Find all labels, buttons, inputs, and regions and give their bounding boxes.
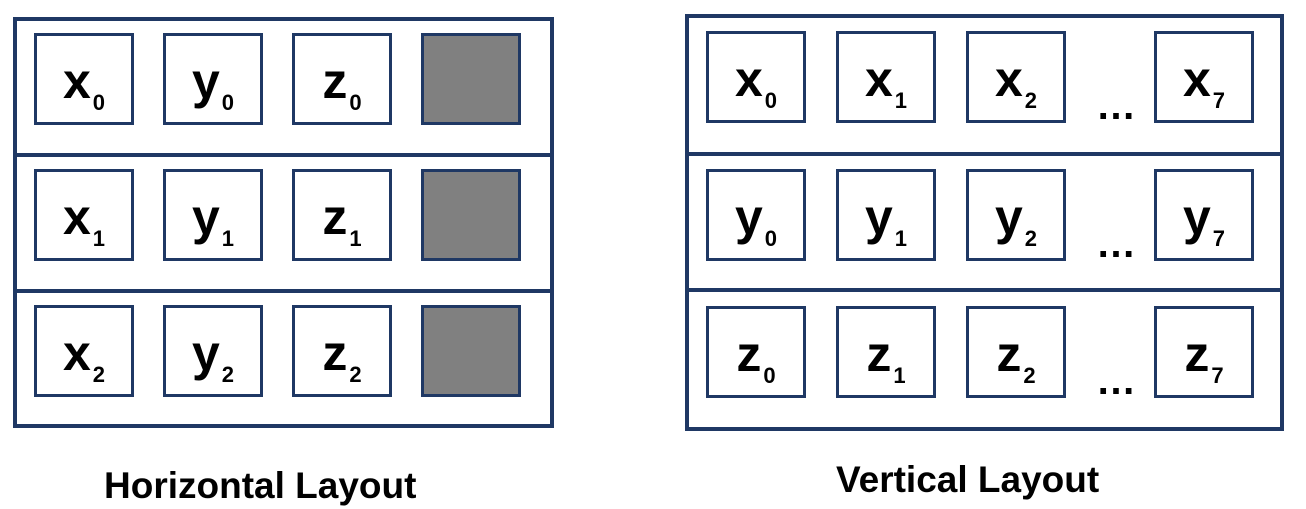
cell-z2: z2 [966, 306, 1066, 398]
cell-x2: x2 [966, 31, 1066, 123]
cell-y2: y2 [163, 305, 263, 397]
cell-x2: x2 [34, 305, 134, 397]
cell-y2: y2 [966, 169, 1066, 261]
cell-z0: z0 [292, 33, 392, 125]
cell-x1: x1 [836, 31, 936, 123]
padding-cell [421, 169, 521, 261]
cell-x0: x0 [34, 33, 134, 125]
padding-cell [421, 305, 521, 397]
cell-z1: z1 [292, 169, 392, 261]
cell-y0: y0 [163, 33, 263, 125]
row-divider [17, 289, 550, 293]
vertical-layout-panel: x0 x1 x2 … x7 y0 y1 y2 … y7 z0 z1 z2 … z… [685, 14, 1284, 431]
cell-z1: z1 [836, 306, 936, 398]
horizontal-layout-panel: x0 y0 z0 x1 y1 z1 x2 y2 z2 [13, 17, 554, 428]
row-divider [689, 152, 1280, 156]
vertical-layout-caption: Vertical Layout [836, 459, 1100, 500]
cell-x0: x0 [706, 31, 806, 123]
cell-y0: y0 [706, 169, 806, 261]
cell-z7: z7 [1154, 306, 1254, 398]
cell-y7: y7 [1154, 169, 1254, 261]
cell-z0: z0 [706, 306, 806, 398]
cell-y1: y1 [836, 169, 936, 261]
cell-x1: x1 [34, 169, 134, 261]
cell-x7: x7 [1154, 31, 1254, 123]
ellipsis: … [1096, 359, 1138, 403]
ellipsis: … [1096, 84, 1138, 128]
row-divider [17, 153, 550, 157]
horizontal-layout-caption: Horizontal Layout [104, 465, 417, 506]
cell-z2: z2 [292, 305, 392, 397]
padding-cell [421, 33, 521, 125]
ellipsis: … [1096, 222, 1138, 266]
row-divider [689, 288, 1280, 292]
cell-y1: y1 [163, 169, 263, 261]
